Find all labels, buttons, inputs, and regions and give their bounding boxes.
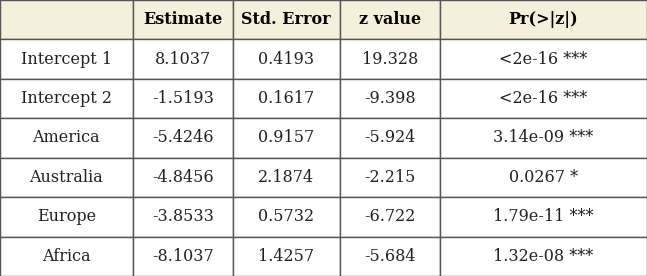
Text: <2e-16 ***: <2e-16 ***: [499, 51, 587, 68]
Text: 2.1874: 2.1874: [258, 169, 314, 186]
Text: -5.4246: -5.4246: [152, 129, 214, 147]
Text: 0.9157: 0.9157: [258, 129, 314, 147]
Text: -1.5193: -1.5193: [152, 90, 214, 107]
Bar: [340, 0, 440, 39]
Text: Pr(>|z|): Pr(>|z|): [509, 11, 578, 28]
Bar: [440, 158, 647, 197]
Bar: [0, 79, 133, 118]
Text: 0.1617: 0.1617: [258, 90, 314, 107]
Text: <2e-16 ***: <2e-16 ***: [499, 90, 587, 107]
Bar: [233, 237, 340, 276]
Text: Std. Error: Std. Error: [241, 11, 331, 28]
Text: -5.684: -5.684: [364, 248, 415, 265]
Text: 8.1037: 8.1037: [155, 51, 211, 68]
Bar: [440, 0, 647, 39]
Bar: [233, 158, 340, 197]
Text: Europe: Europe: [37, 208, 96, 225]
Bar: [133, 197, 233, 237]
Bar: [440, 118, 647, 158]
Text: Africa: Africa: [42, 248, 91, 265]
Text: Intercept 1: Intercept 1: [21, 51, 112, 68]
Bar: [340, 158, 440, 197]
Text: -6.722: -6.722: [364, 208, 415, 225]
Bar: [0, 197, 133, 237]
Bar: [440, 197, 647, 237]
Bar: [133, 158, 233, 197]
Text: -3.8533: -3.8533: [152, 208, 214, 225]
Bar: [133, 39, 233, 79]
Bar: [440, 39, 647, 79]
Bar: [340, 237, 440, 276]
Bar: [0, 237, 133, 276]
Bar: [0, 118, 133, 158]
Bar: [340, 197, 440, 237]
Bar: [0, 39, 133, 79]
Text: Intercept 2: Intercept 2: [21, 90, 112, 107]
Text: 0.0267 *: 0.0267 *: [509, 169, 578, 186]
Bar: [233, 39, 340, 79]
Text: Australia: Australia: [30, 169, 103, 186]
Bar: [0, 0, 133, 39]
Text: z value: z value: [358, 11, 421, 28]
Text: 1.32e-08 ***: 1.32e-08 ***: [494, 248, 593, 265]
Text: 1.4257: 1.4257: [258, 248, 314, 265]
Text: -9.398: -9.398: [364, 90, 415, 107]
Bar: [233, 0, 340, 39]
Text: -2.215: -2.215: [364, 169, 415, 186]
Bar: [0, 158, 133, 197]
Text: -8.1037: -8.1037: [152, 248, 214, 265]
Bar: [233, 118, 340, 158]
Bar: [133, 118, 233, 158]
Bar: [340, 118, 440, 158]
Text: Estimate: Estimate: [143, 11, 223, 28]
Text: 1.79e-11 ***: 1.79e-11 ***: [493, 208, 594, 225]
Bar: [133, 79, 233, 118]
Bar: [133, 237, 233, 276]
Text: 0.4193: 0.4193: [258, 51, 314, 68]
Bar: [340, 39, 440, 79]
Text: 3.14e-09 ***: 3.14e-09 ***: [494, 129, 593, 147]
Bar: [233, 197, 340, 237]
Text: -4.8456: -4.8456: [152, 169, 214, 186]
Text: America: America: [32, 129, 100, 147]
Bar: [340, 79, 440, 118]
Text: -5.924: -5.924: [364, 129, 415, 147]
Bar: [440, 79, 647, 118]
Bar: [133, 0, 233, 39]
Text: 0.5732: 0.5732: [258, 208, 314, 225]
Bar: [440, 237, 647, 276]
Text: 19.328: 19.328: [362, 51, 418, 68]
Bar: [233, 79, 340, 118]
